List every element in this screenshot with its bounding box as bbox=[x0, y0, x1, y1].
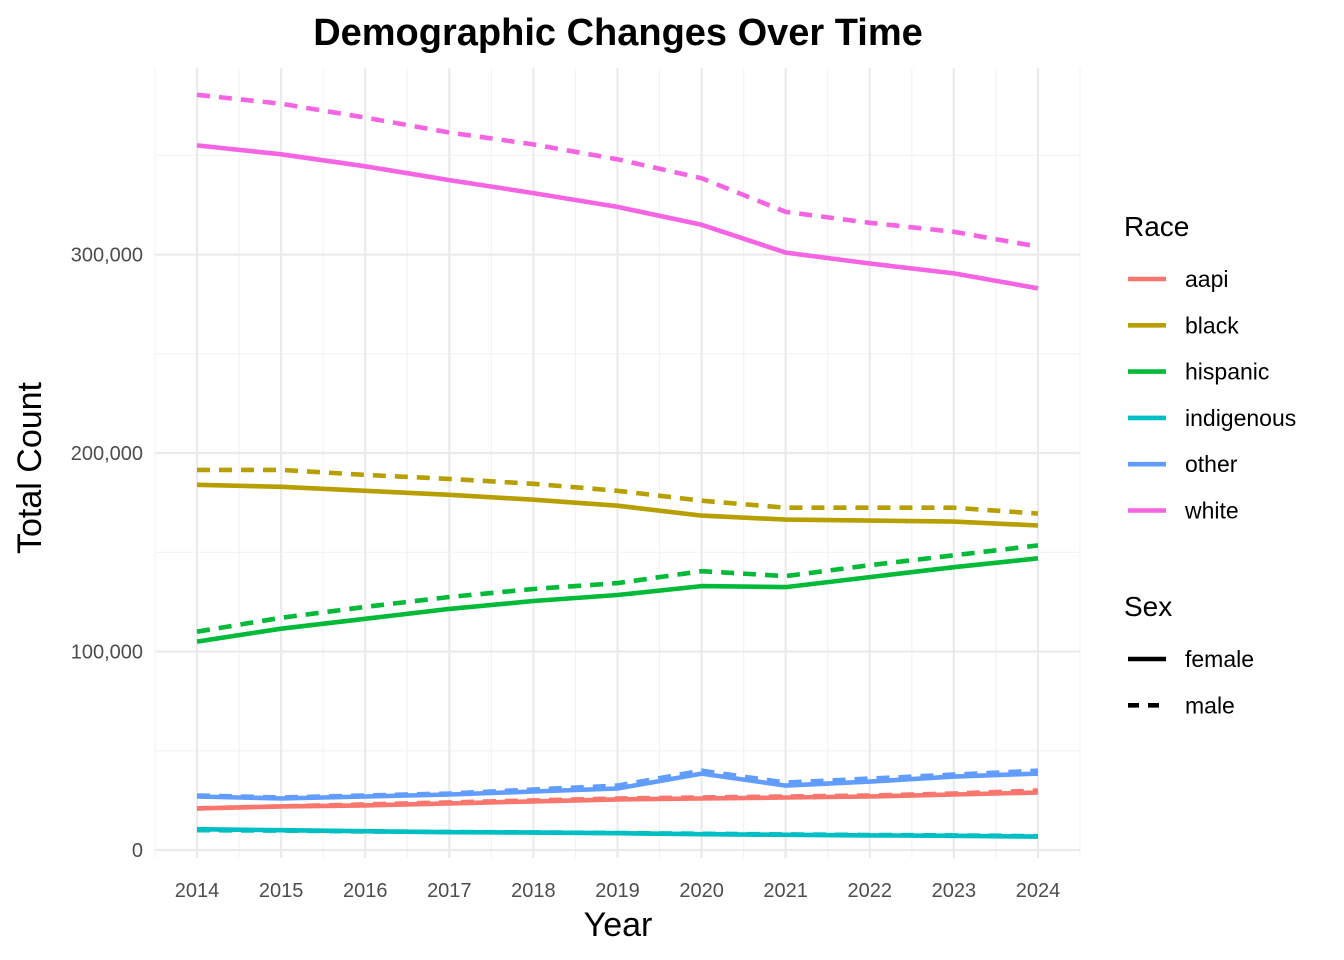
series-line-white-male bbox=[196, 92, 1039, 249]
legend-label-female: female bbox=[1185, 646, 1254, 672]
x-tick-label: 2022 bbox=[848, 880, 893, 902]
y-axis-title: Total Count bbox=[11, 381, 49, 554]
x-axis-title: Year bbox=[584, 906, 653, 944]
x-tick-label: 2019 bbox=[595, 880, 640, 902]
series-line-indigenous-male bbox=[196, 827, 1039, 839]
x-tick-label: 2017 bbox=[427, 880, 472, 902]
series-line-black-female bbox=[196, 482, 1039, 528]
series-line-aapi-male bbox=[196, 788, 1039, 811]
legend-title-race: Race bbox=[1124, 211, 1189, 242]
x-tick-label: 2016 bbox=[343, 880, 388, 902]
legend-label-other: other bbox=[1185, 451, 1238, 477]
legend-race-entries: aapi black hispanic indigenous other white bbox=[1128, 266, 1296, 524]
legend-sex-entries: female male bbox=[1128, 646, 1254, 718]
x-tick-label: 2024 bbox=[1016, 880, 1061, 902]
x-tick-label: 2015 bbox=[259, 880, 304, 902]
legend-label-hispanic: hispanic bbox=[1185, 359, 1269, 385]
legend-label-aapi: aapi bbox=[1185, 266, 1228, 292]
legend-label-male: male bbox=[1185, 692, 1235, 718]
legend-label-indigenous: indigenous bbox=[1185, 405, 1296, 431]
series-line-other-male bbox=[196, 768, 1039, 800]
legend-title-sex: Sex bbox=[1124, 591, 1172, 622]
x-axis-ticks: 2014 2015 2016 2017 2018 2019 2020 2021 2022 2023… bbox=[175, 880, 1060, 902]
y-tick-label: 0 bbox=[132, 840, 143, 862]
legend-label-white: white bbox=[1184, 498, 1239, 524]
y-tick-label: 100,000 bbox=[71, 642, 143, 664]
series-line-hispanic-female bbox=[196, 556, 1039, 644]
legend: Race aapi black hispanic indigenous other whi… bbox=[1124, 211, 1296, 718]
y-tick-label: 200,000 bbox=[71, 443, 143, 465]
chart-title: Demographic Changes Over Time bbox=[313, 12, 923, 54]
series-line-black-male bbox=[197, 467, 1039, 516]
x-tick-label: 2018 bbox=[511, 880, 556, 902]
y-axis-ticks: 0 100,000 200,000 300,000 bbox=[71, 245, 143, 862]
y-tick-label: 300,000 bbox=[71, 245, 143, 267]
series-line-hispanic-male bbox=[196, 543, 1039, 634]
x-tick-label: 2020 bbox=[679, 880, 724, 902]
x-tick-label: 2021 bbox=[763, 880, 808, 902]
grid bbox=[154, 68, 1081, 858]
series-layer bbox=[196, 92, 1039, 839]
x-tick-label: 2014 bbox=[175, 880, 220, 902]
legend-label-black: black bbox=[1185, 312, 1239, 338]
series-line-white-female bbox=[196, 143, 1039, 291]
x-tick-label: 2023 bbox=[932, 880, 977, 902]
